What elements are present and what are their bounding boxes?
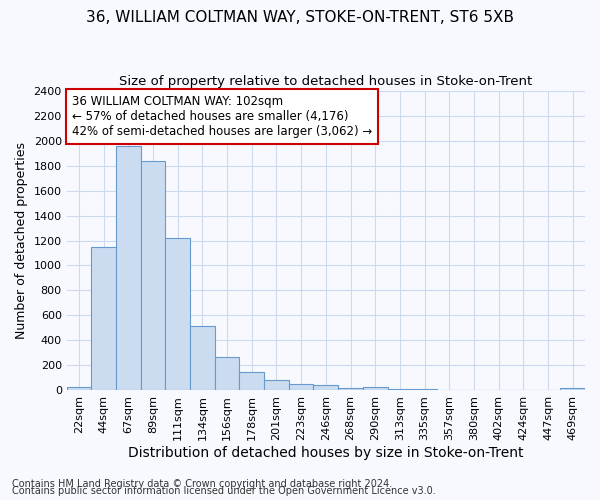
Text: Contains public sector information licensed under the Open Government Licence v3: Contains public sector information licen… bbox=[12, 486, 436, 496]
Bar bbox=[412, 389, 437, 390]
Bar bbox=[215, 358, 239, 390]
Bar bbox=[388, 389, 412, 390]
Bar bbox=[313, 385, 338, 390]
Text: Contains HM Land Registry data © Crown copyright and database right 2024.: Contains HM Land Registry data © Crown c… bbox=[12, 479, 392, 489]
Bar bbox=[91, 247, 116, 390]
Title: Size of property relative to detached houses in Stoke-on-Trent: Size of property relative to detached ho… bbox=[119, 75, 532, 88]
Bar bbox=[166, 238, 190, 390]
Text: 36 WILLIAM COLTMAN WAY: 102sqm
← 57% of detached houses are smaller (4,176)
42% : 36 WILLIAM COLTMAN WAY: 102sqm ← 57% of … bbox=[72, 95, 372, 138]
X-axis label: Distribution of detached houses by size in Stoke-on-Trent: Distribution of detached houses by size … bbox=[128, 446, 524, 460]
Bar bbox=[67, 386, 91, 390]
Bar bbox=[190, 326, 215, 390]
Y-axis label: Number of detached properties: Number of detached properties bbox=[15, 142, 28, 339]
Bar bbox=[141, 160, 166, 390]
Bar bbox=[363, 386, 388, 390]
Bar bbox=[560, 388, 585, 390]
Text: 36, WILLIAM COLTMAN WAY, STOKE-ON-TRENT, ST6 5XB: 36, WILLIAM COLTMAN WAY, STOKE-ON-TRENT,… bbox=[86, 10, 514, 25]
Bar bbox=[264, 380, 289, 390]
Bar bbox=[116, 146, 141, 390]
Bar bbox=[239, 372, 264, 390]
Bar bbox=[338, 388, 363, 390]
Bar bbox=[289, 384, 313, 390]
